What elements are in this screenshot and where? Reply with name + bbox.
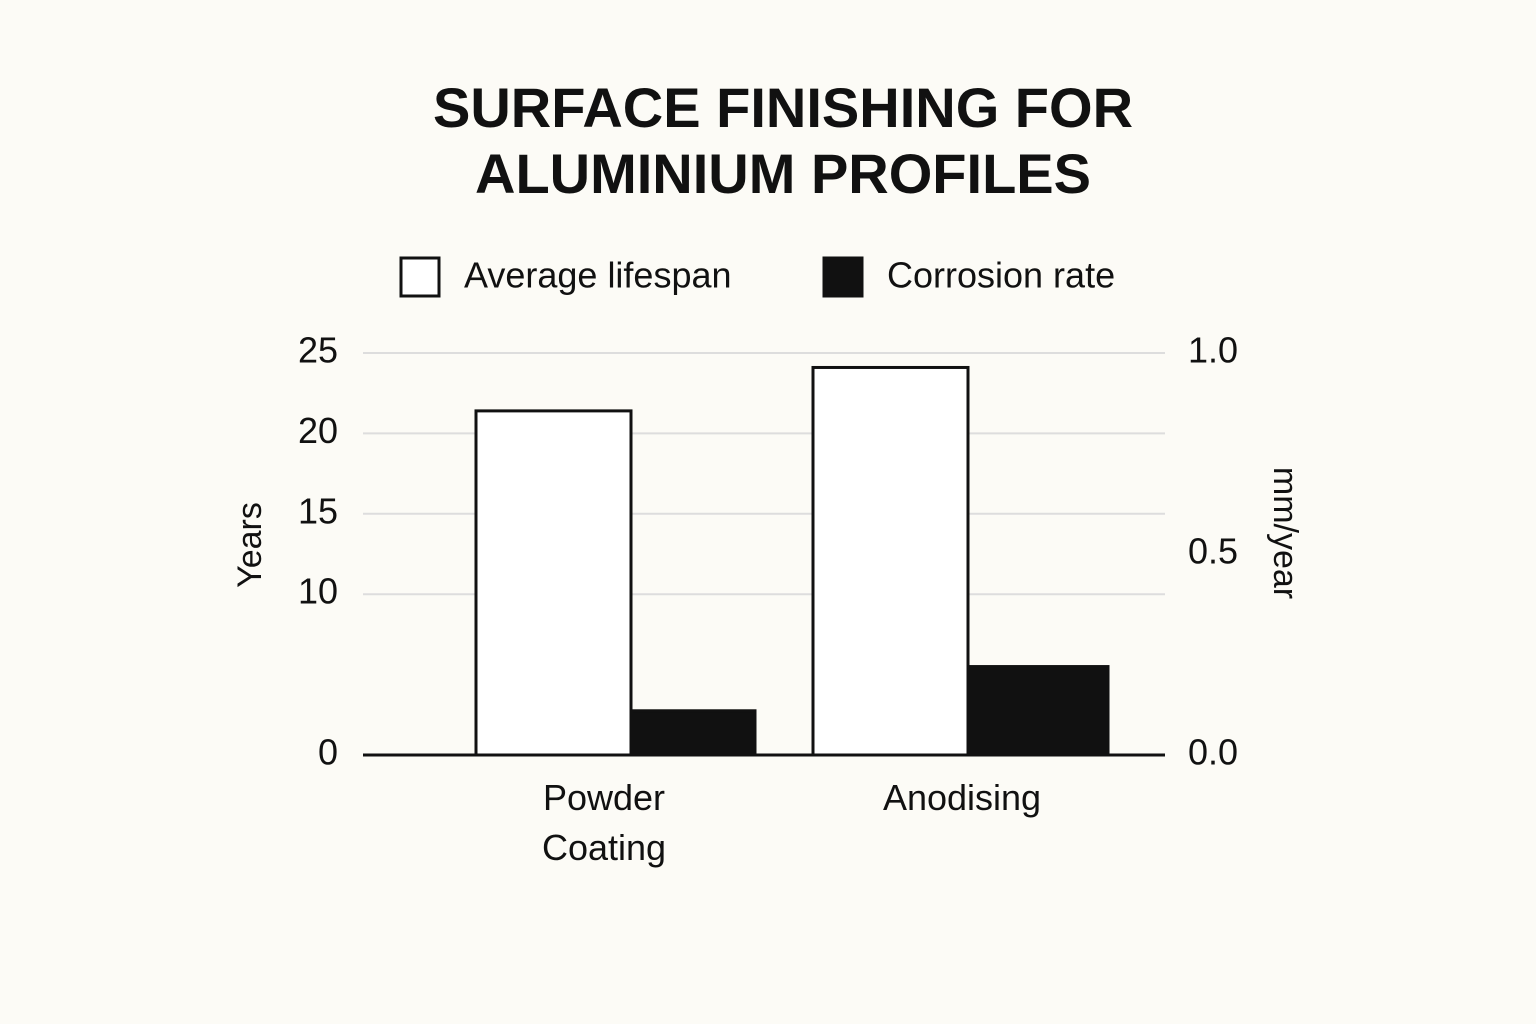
bar bbox=[629, 709, 757, 757]
y2-axis-label: mm/year bbox=[1266, 467, 1304, 599]
y-axis-label: Years bbox=[231, 502, 269, 588]
y-tick-label: 0 bbox=[318, 732, 338, 773]
bar bbox=[966, 665, 1110, 757]
x-tick-label: Anodising bbox=[883, 777, 1041, 818]
legend-label: Corrosion rate bbox=[887, 255, 1115, 296]
y-tick-label: 15 bbox=[298, 490, 338, 531]
y2-tick-label: 0.0 bbox=[1188, 732, 1238, 773]
y-tick-label: 20 bbox=[298, 410, 338, 451]
bar bbox=[474, 409, 633, 757]
y2-tick-label: 0.5 bbox=[1188, 531, 1238, 572]
legend-swatch bbox=[399, 256, 441, 298]
y2-tick-label: 1.0 bbox=[1188, 330, 1238, 371]
x-tick-label: Powder Coating bbox=[542, 777, 666, 868]
bar bbox=[811, 365, 970, 757]
y-tick-label: 25 bbox=[298, 330, 338, 371]
legend-swatch bbox=[822, 256, 864, 298]
legend-label: Average lifespan bbox=[464, 255, 732, 296]
chart-title: SURFACE FINISHING FOR ALUMINIUM PROFILES bbox=[433, 76, 1133, 205]
y-tick-label: 10 bbox=[298, 571, 338, 612]
